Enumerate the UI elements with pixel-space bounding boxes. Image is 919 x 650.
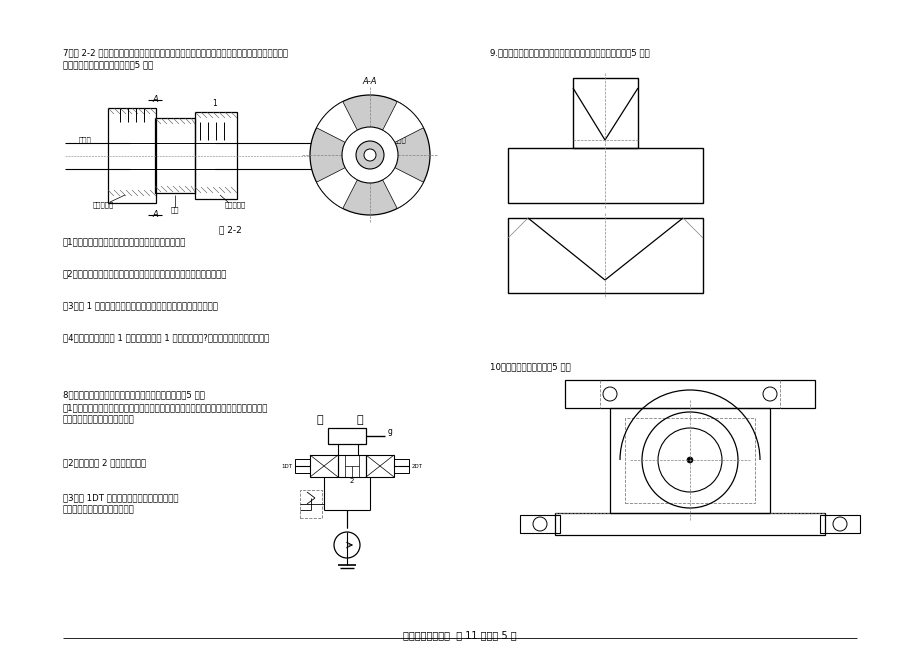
- Bar: [300, 490, 322, 518]
- Text: A: A: [152, 96, 158, 105]
- Circle shape: [686, 457, 692, 463]
- Text: 机电专业综合试题  共 11 页，第 5 页: 机电专业综合试题 共 11 页，第 5 页: [403, 630, 516, 640]
- Circle shape: [310, 95, 429, 215]
- Text: 1DT: 1DT: [280, 463, 291, 469]
- Text: （2）液压元件 2 的名称是什么？: （2）液压元件 2 的名称是什么？: [62, 458, 146, 467]
- Bar: [507, 218, 702, 293]
- Text: 9.看懂图中主、俯视图，补画左视图，并画出正等轴测图。（5 分）: 9.看懂图中主、俯视图，补画左视图，并画出正等轴测图。（5 分）: [490, 48, 649, 57]
- Polygon shape: [382, 168, 423, 209]
- Bar: [366, 455, 393, 477]
- Polygon shape: [316, 168, 357, 209]
- Text: 2: 2: [349, 478, 354, 484]
- Text: 滑环: 滑环: [171, 207, 179, 213]
- Circle shape: [356, 141, 383, 169]
- Bar: [154, 118, 195, 193]
- Bar: [519, 515, 560, 533]
- Text: （1）左半离合器与主动轴采用哪一种普通平键连接？: （1）左半离合器与主动轴采用哪一种普通平键连接？: [62, 237, 187, 246]
- Polygon shape: [316, 101, 357, 142]
- Text: 分离或接合。回答下列问题：（5 分）: 分离或接合。回答下列问题：（5 分）: [62, 60, 153, 69]
- Bar: [195, 112, 237, 199]
- Bar: [310, 455, 337, 477]
- Bar: [337, 455, 366, 477]
- Circle shape: [342, 127, 398, 183]
- Bar: [819, 515, 859, 533]
- Text: （3）若 1DT 通电，活塞杆向什么方向移动？: （3）若 1DT 通电，活塞杆向什么方向移动？: [62, 493, 178, 502]
- Text: 2DT: 2DT: [412, 463, 423, 469]
- Text: A-A: A-A: [362, 77, 377, 86]
- Text: 10．补画全剖的左视图（5 分）: 10．补画全剖的左视图（5 分）: [490, 362, 570, 371]
- Text: 7．图 2-2 为牙嵌式离合器，通过操纵系统拨动滑环，使右半离合器作轴向移动，实现离合器的: 7．图 2-2 为牙嵌式离合器，通过操纵系统拨动滑环，使右半离合器作轴向移动，实…: [62, 48, 288, 57]
- Text: 右半离合器: 右半离合器: [224, 202, 245, 208]
- Text: （1）为保持系统压力的恒定和防止液压系统过载，在图中线框位置应接入什么液压元件？: （1）为保持系统压力的恒定和防止液压系统过载，在图中线框位置应接入什么液压元件？: [62, 403, 268, 412]
- Text: （4）从动轴可以在件 1 内自由转动，件 1 的名称是什么?在离合器中的作用是什么？: （4）从动轴可以在件 1 内自由转动，件 1 的名称是什么?在离合器中的作用是什…: [62, 333, 269, 342]
- Text: 主动轴: 主动轴: [78, 136, 91, 143]
- Bar: [554, 513, 824, 535]
- Bar: [108, 108, 156, 203]
- Text: 8．根据右图所示的液压基本回路，回答下列问题。（5 分）: 8．根据右图所示的液压基本回路，回答下列问题。（5 分）: [62, 390, 205, 399]
- Text: （在线框位置画出其图形符号）: （在线框位置画出其图形符号）: [62, 415, 134, 424]
- Text: g: g: [388, 428, 392, 437]
- Bar: [624, 418, 754, 503]
- Bar: [328, 428, 366, 444]
- Text: 图 2-2: 图 2-2: [219, 225, 241, 234]
- Text: 1: 1: [212, 99, 217, 107]
- Bar: [609, 408, 769, 513]
- Text: （请在图中括号内用箭头标出）: （请在图中括号内用箭头标出）: [62, 505, 134, 514]
- Bar: [295, 459, 310, 473]
- Text: （: （: [316, 415, 323, 425]
- Text: A: A: [152, 211, 158, 220]
- Circle shape: [364, 149, 376, 161]
- Text: ）: ）: [357, 415, 363, 425]
- Text: 左半离合器: 左半离合器: [92, 202, 114, 208]
- Bar: [564, 380, 814, 408]
- Bar: [507, 148, 702, 203]
- Text: （2）右半离合器轴向移动距离较大，与从动轴采用了哪一种平键连接？: （2）右半离合器轴向移动距离较大，与从动轴采用了哪一种平键连接？: [62, 269, 227, 278]
- Polygon shape: [382, 101, 423, 142]
- Bar: [393, 459, 409, 473]
- Text: 从动轴: 从动轴: [393, 136, 406, 143]
- Bar: [573, 78, 637, 148]
- Text: （3）件 1 与左半离合器的固定，采用了哪一种类型的螺纹连接？: （3）件 1 与左半离合器的固定，采用了哪一种类型的螺纹连接？: [62, 301, 218, 310]
